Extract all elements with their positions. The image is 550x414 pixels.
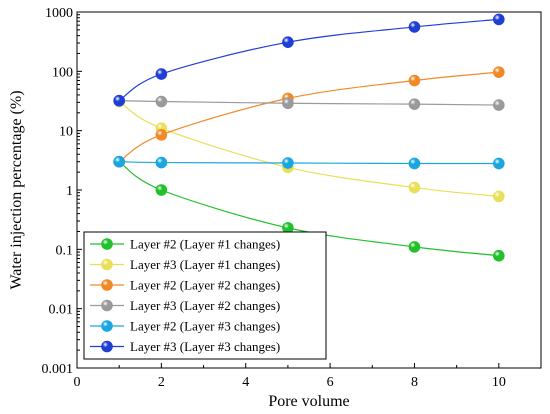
x-tick-label: 8 [411, 375, 418, 390]
series-line-3 [118, 71, 499, 163]
x-tick-label: 6 [327, 375, 334, 390]
series-line-4 [119, 100, 499, 106]
data-point [155, 68, 168, 80]
data-point [408, 98, 421, 110]
data-point [155, 184, 168, 196]
legend-label: Layer #2 (Layer #3 changes) [130, 319, 280, 334]
y-tick-label: 1 [66, 184, 73, 199]
x-tick-label: 2 [158, 375, 165, 390]
data-point [493, 249, 505, 262]
data-point [155, 129, 168, 141]
legend-marker [101, 320, 113, 332]
data-point [113, 94, 125, 107]
y-tick-label: 10 [59, 125, 73, 140]
y-tick-label: 0.1 [56, 243, 74, 258]
data-point [155, 156, 168, 169]
series-line-6 [118, 18, 499, 102]
data-point [155, 95, 168, 108]
legend-marker [101, 258, 113, 271]
data-point [282, 36, 294, 48]
y-tick-label: 100 [52, 65, 73, 80]
data-point [408, 181, 421, 194]
legend-label: Layer #3 (Layer #1 changes) [130, 257, 280, 272]
x-tick-label: 4 [242, 375, 249, 390]
y-tick-label: 0.01 [49, 303, 74, 318]
legend-marker [101, 340, 113, 353]
y-tick-label: 0.001 [42, 362, 74, 377]
legend-label: Layer #3 (Layer #3 changes) [130, 339, 280, 354]
series-line-5 [119, 161, 499, 165]
x-tick-label: 10 [492, 375, 506, 390]
legend: Layer #2 (Layer #1 changes) Layer #3 (Lay… [83, 231, 327, 360]
data-point [493, 99, 505, 111]
x-axis-title: Pore volume [268, 393, 349, 410]
y-axis-title: Water injection percentage (%) [8, 90, 25, 289]
series-layer [113, 13, 505, 262]
y-tick-label: 1000 [45, 6, 73, 21]
data-point [408, 74, 421, 87]
data-point [493, 66, 505, 78]
legend-marker [101, 279, 113, 291]
data-point [493, 13, 505, 26]
data-point [282, 97, 294, 110]
legend-label: Layer #3 (Layer #2 changes) [130, 298, 280, 313]
data-point [408, 21, 421, 33]
data-point [282, 157, 294, 169]
data-point [113, 155, 125, 168]
legend-box [83, 231, 327, 360]
legend-label: Layer #2 (Layer #2 changes) [130, 278, 280, 293]
data-point [493, 190, 505, 203]
axes-layer: 0 2 4 6 8 10 0.001 0.01 0.1 1 10 100 1000 [42, 6, 542, 390]
data-point [408, 241, 421, 253]
legend-marker [101, 238, 113, 250]
legend-label: Layer #2 (Layer #1 changes) [130, 237, 280, 252]
series-line-2 [118, 101, 499, 197]
data-point [408, 157, 421, 170]
data-point [493, 157, 505, 170]
x-tick-label: 0 [74, 375, 81, 390]
legend-marker [101, 299, 113, 312]
